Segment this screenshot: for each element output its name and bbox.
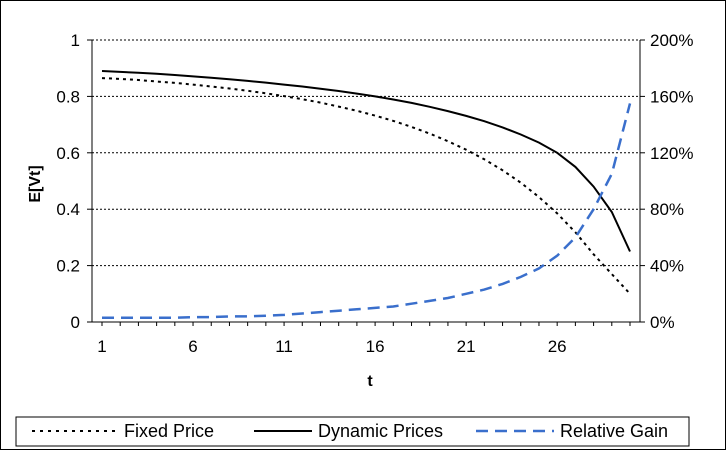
y2-tick-label-4: 160% — [650, 87, 693, 106]
legend-label-fixed-price: Fixed Price — [124, 421, 214, 441]
x-tick-label-2: 11 — [275, 337, 293, 356]
legend: Fixed Price Dynamic Prices Relative Gain — [15, 416, 690, 447]
y-axis-title: E[Vt] — [27, 165, 44, 202]
series-line-dynamic-prices — [101, 70, 631, 252]
y-tick-label-3: 0.6 — [56, 144, 80, 163]
series-lines — [101, 70, 632, 320]
y2-tick-label-5: 200% — [650, 31, 693, 50]
x-axis-title: t — [367, 373, 373, 390]
tick-labels: 00.20.40.60.810%40%80%120%160%200%1 6 11 16… — [56, 31, 693, 356]
x-tick-label-0: 1 — [97, 337, 106, 356]
y2-tick-label-0: 0% — [650, 313, 675, 332]
y-tick-label-1: 0.2 — [56, 257, 80, 276]
legend-box — [15, 416, 690, 447]
legend-label-relative-gain: Relative Gain — [560, 421, 668, 441]
series-line-fixed-price — [101, 77, 631, 295]
x-tick-label-1: 6 — [188, 337, 197, 356]
series-line-relative-gain — [102, 103, 632, 320]
y-tick-label-2: 0.4 — [56, 200, 80, 219]
y2-tick-label-3: 120% — [650, 144, 693, 163]
y2-tick-label-1: 40% — [650, 257, 684, 276]
y-tick-label-0: 0 — [71, 313, 80, 332]
x-tick-label-4: 21 — [457, 337, 476, 356]
legend-label-dynamic-prices: Dynamic Prices — [318, 421, 443, 441]
y-tick-label-4: 0.8 — [56, 87, 80, 106]
y2-tick-label-2: 80% — [650, 200, 684, 219]
gridlines — [92, 39, 640, 267]
y-tick-label-5: 1 — [71, 31, 80, 50]
x-tick-label-3: 16 — [366, 337, 385, 356]
x-tick-label-5: 26 — [548, 337, 567, 356]
axes — [87, 39, 645, 326]
